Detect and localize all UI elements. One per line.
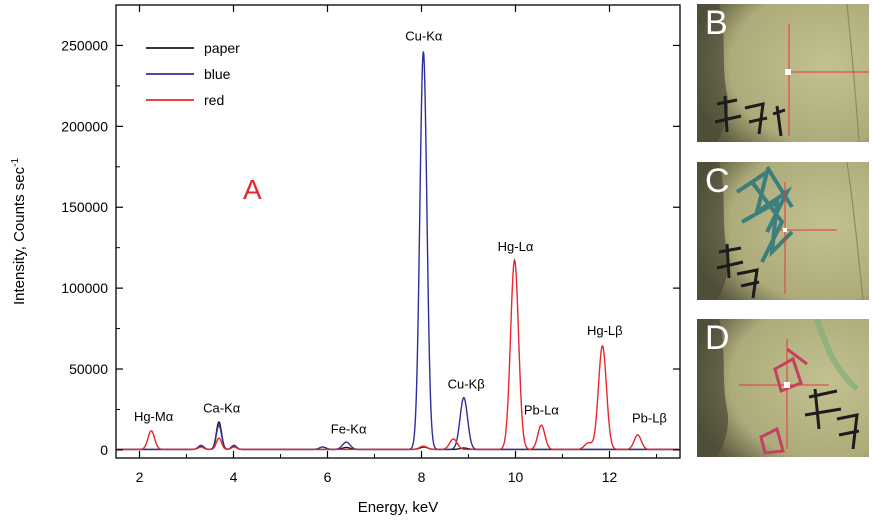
y-tick-label: 50000 (69, 361, 108, 377)
peak-label: Pb-Lα (524, 402, 559, 417)
y-tick-label: 150000 (61, 199, 108, 215)
black-ink-strokes (716, 243, 760, 299)
y-axis-label: Intensity, Counts sec-1 (10, 158, 28, 305)
peak-label: Pb-Lβ (632, 410, 667, 425)
peak-label: Cu-Kβ (448, 376, 485, 391)
black-ink-strokes (804, 388, 860, 450)
legend-label-red: red (204, 92, 224, 108)
panel-label: A (243, 174, 262, 205)
photo-panel-c: C (697, 162, 869, 300)
y-tick-label: 250000 (61, 37, 108, 53)
x-tick-label: 4 (230, 469, 238, 485)
photo-label: C (705, 162, 730, 200)
y-tick-label: 200000 (61, 118, 108, 134)
black-ink-strokes (714, 95, 786, 137)
peak-label: Cu-Kα (405, 29, 443, 44)
photo-panel-b: B (697, 4, 869, 142)
peak-label: Hg-Lβ (587, 323, 623, 338)
x-tick-label: 2 (136, 469, 144, 485)
plot-frame (115, 4, 681, 459)
x-tick-label: 10 (508, 469, 524, 485)
peak-label: Hg-Mα (134, 409, 174, 424)
blue-ink-strokes (735, 165, 794, 263)
x-tick-label: 6 (324, 469, 332, 485)
y-axis-label-superscript: -1 (10, 158, 21, 167)
spectrum-chart: 2 4 6 8 10 12 0 50000 100000 150000 200000 250000 H… (10, 4, 681, 516)
y-tick-label: 100000 (61, 280, 108, 296)
y-tick-label: 0 (100, 442, 108, 458)
photo-label: B (705, 4, 728, 42)
peak-label: Hg-Lα (498, 239, 534, 254)
peak-label: Fe-Kα (331, 422, 367, 437)
legend-label-paper: paper (204, 40, 240, 56)
photo-label: D (705, 319, 730, 357)
x-tick-label: 8 (418, 469, 426, 485)
peak-label: Ca-Kα (203, 401, 241, 416)
x-tick-label: 12 (602, 469, 618, 485)
series-line-red (116, 258, 680, 451)
crosshair-icon (785, 24, 869, 136)
photo-panel-d: D (697, 319, 869, 457)
legend-label-blue: blue (204, 66, 231, 82)
series-line-blue (116, 51, 680, 451)
x-axis-label: Energy, keV (358, 499, 439, 516)
